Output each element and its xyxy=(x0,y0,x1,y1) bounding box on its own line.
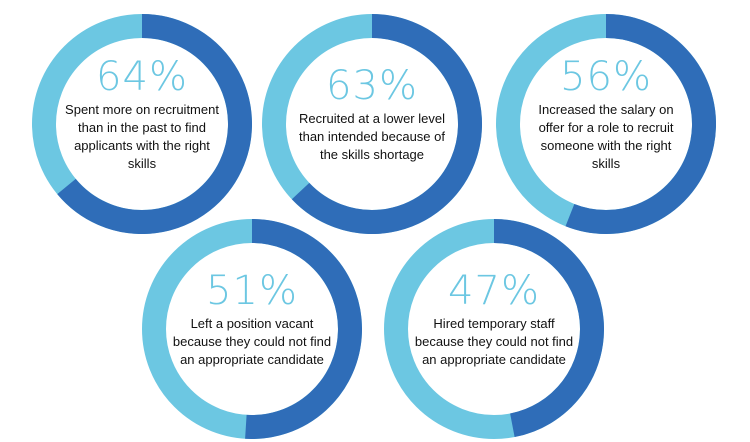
donut-ring xyxy=(32,14,252,234)
percent-value: 51% xyxy=(206,268,298,314)
donut-label: Spent more on recruitment than in the pa… xyxy=(65,102,219,171)
donut-chart-left-vacant: 51% Left a position vacant because they … xyxy=(142,219,362,439)
value-arc xyxy=(57,14,252,234)
donut-label: Recruited at a lower level than intended… xyxy=(298,111,445,162)
donut-chart-recruited-lower: 63% Recruited at a lower level than inte… xyxy=(262,14,482,234)
donut-chart-spent-more: 64% Spent more on recruitment than in th… xyxy=(32,14,252,234)
donut-ring xyxy=(496,14,716,234)
donut-label: Left a position vacant because they coul… xyxy=(172,316,332,367)
value-arc xyxy=(493,219,604,438)
percent-value: 47% xyxy=(448,268,540,314)
donut-ring xyxy=(384,219,604,439)
percent-value: 64% xyxy=(96,54,188,100)
percent-value: 56% xyxy=(560,54,652,100)
percent-value: 63% xyxy=(326,63,418,109)
donut-label: Hired temporary staff because they could… xyxy=(414,316,574,367)
donut-ring xyxy=(142,219,362,439)
value-arc xyxy=(565,14,716,234)
donut-chart-hired-temporary: 47% Hired temporary staff because they c… xyxy=(384,219,604,439)
donut-ring xyxy=(262,14,482,234)
value-arc xyxy=(291,14,482,234)
value-arc xyxy=(245,219,362,439)
donut-chart-increased-salary: 56% Increased the salary on offer for a … xyxy=(496,14,716,234)
donut-label: Increased the salary on offer for a role… xyxy=(538,102,674,171)
